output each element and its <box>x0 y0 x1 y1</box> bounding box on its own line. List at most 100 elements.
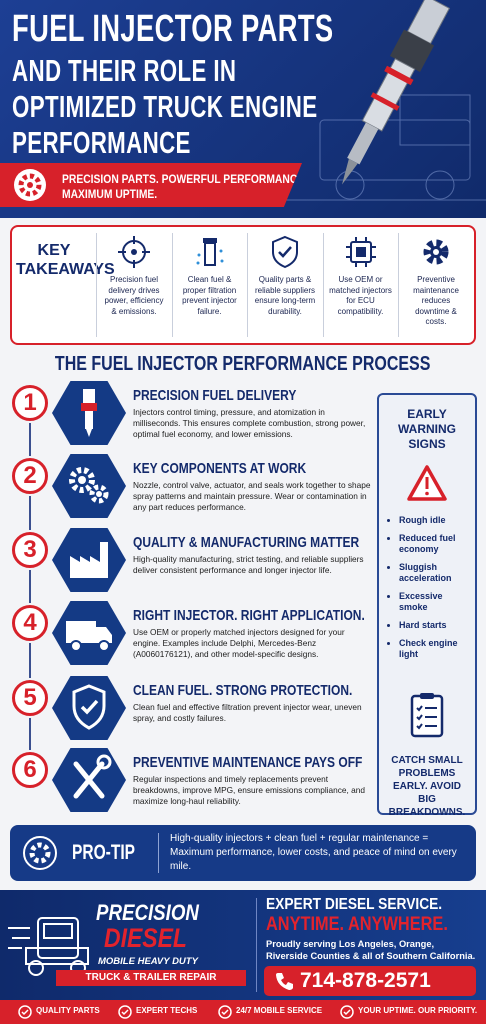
warning-sign: Hard starts <box>399 620 469 631</box>
bar-icon <box>118 1005 132 1024</box>
takeaway: Preventive maintenance reduces downtime … <box>398 233 473 337</box>
step-icon <box>52 748 126 812</box>
takeaway: Use OEM or matched injectors for ECU com… <box>322 233 398 337</box>
takeaway-text: Precision fuel delivery drives power, ef… <box>104 275 164 316</box>
footer: PRECISION DIESEL MOBILE HEAVY DUTY TRUCK… <box>0 890 486 1000</box>
step-icon <box>52 676 126 740</box>
step-heading: PRECISION FUEL DELIVERY <box>133 387 463 404</box>
tagline: PRECISION PARTS. POWERFUL PERFORMANCE. <box>62 172 308 186</box>
step-heading: CLEAN FUEL. STRONG PROTECTION. <box>133 682 463 699</box>
service-area: Proudly serving Los Angeles, Orange, Riv… <box>266 939 476 961</box>
step-number: 6 <box>12 752 48 788</box>
takeaway-icon <box>173 235 247 269</box>
takeaway: Clean fuel & proper filtration prevent i… <box>171 233 247 337</box>
footer-slogan: ANYTIME. ANYWHERE. <box>266 914 448 935</box>
title-line: OPTIMIZED TRUCK ENGINE <box>12 89 318 124</box>
step-heading-text: PRECISION FUEL DELIVERY <box>133 387 297 404</box>
takeaway-text: Use OEM or matched injectors for ECU com… <box>329 275 392 316</box>
step-heading: PREVENTIVE MAINTENANCE PAYS OFF <box>133 754 463 771</box>
bar-item: EXPERT TECHS <box>136 1006 198 1015</box>
step-text: High-quality manufacturing, strict testi… <box>133 554 364 575</box>
step-heading-text: RIGHT INJECTOR. RIGHT APPLICATION. <box>133 607 365 624</box>
step-heading: RIGHT INJECTOR. RIGHT APPLICATION. <box>133 607 463 624</box>
step-icon <box>52 528 126 592</box>
bottom-bar: QUALITY PARTS EXPERT TECHS 24/7 MOBILE SER… <box>0 1000 486 1024</box>
brand: PRECISION <box>96 900 199 925</box>
checklist-icon <box>410 693 444 738</box>
step-text: Clean fuel and effective filtration prev… <box>133 702 362 723</box>
takeaway-icon <box>324 235 398 269</box>
step-text: Regular inspections and timely replaceme… <box>133 774 365 806</box>
takeaway-text: Clean fuel & proper filtration prevent i… <box>182 275 237 316</box>
step-text: Injectors control timing, pressure, and … <box>133 407 366 439</box>
warning-icon <box>407 465 447 501</box>
bar-icon <box>18 1005 32 1024</box>
warning-sign: Reduced fuel economy <box>399 533 469 555</box>
phone-box: 714-878-2571 <box>264 966 476 996</box>
step-text: Use OEM or properly matched injectors de… <box>133 627 345 659</box>
bar-icon <box>340 1005 354 1024</box>
warning-sign: Excessive smoke <box>399 591 469 613</box>
pro-tip: PRO-TIP High-quality injectors + clean f… <box>10 825 476 881</box>
warning-closing: CATCH SMALL PROBLEMS EARLY. AVOID BIG BR… <box>388 755 466 818</box>
pro-tip-text: High-quality injectors + clean fuel + re… <box>170 833 457 872</box>
step-heading-text: QUALITY & MANUFACTURING MATTER <box>133 534 360 551</box>
brand-accent: DIESEL <box>104 923 187 953</box>
takeaways-title: KEY TAKEAWAYS <box>16 242 115 278</box>
bar-item: QUALITY PARTS <box>36 1006 100 1015</box>
title-line: AND THEIR ROLE IN <box>12 53 237 88</box>
phone-icon <box>276 973 293 990</box>
title-line: FUEL INJECTOR PARTS <box>12 8 334 50</box>
takeaway-icon <box>97 235 171 269</box>
process-title-text: THE FUEL INJECTOR PERFORMANCE PROCESS <box>55 353 431 375</box>
takeaway: Quality parts & reliable suppliers ensur… <box>247 233 322 337</box>
footer-headline: EXPERT DIESEL SERVICE. <box>266 896 443 913</box>
tagline: MAXIMUM UPTIME. <box>62 187 158 201</box>
step-heading: KEY COMPONENTS AT WORK <box>133 460 463 477</box>
step-number: 4 <box>12 605 48 641</box>
divider <box>158 833 159 873</box>
warning-panel: EARLY WARNING SIGNS Rough idle Reduced fu… <box>377 393 477 818</box>
takeaway: Precision fuel delivery drives power, ef… <box>96 233 171 337</box>
flow-arrow <box>29 643 31 678</box>
warning-sign: Sluggish acceleration <box>399 562 469 584</box>
step-heading: QUALITY & MANUFACTURING MATTER <box>133 534 463 551</box>
phone-number: 714-878-2571 <box>300 969 431 992</box>
takeaway-icon <box>248 235 322 269</box>
title-line: PERFORMANCE <box>12 125 191 160</box>
divider <box>256 898 257 992</box>
injector-art <box>280 0 486 201</box>
warning-list: Rough idle Reduced fuel economy Sluggish a… <box>379 515 475 660</box>
warning-title: EARLY WARNING SIGNS <box>398 407 456 451</box>
takeaway-icon <box>399 235 473 269</box>
takeaway-text: Preventive maintenance reduces downtime … <box>413 275 459 326</box>
flow-arrow <box>29 718 31 750</box>
step-heading-text: CLEAN FUEL. STRONG PROTECTION. <box>133 682 353 699</box>
flow-arrow <box>29 570 31 603</box>
step-icon <box>52 601 126 665</box>
step-text: Nozzle, control valve, actuator, and sea… <box>133 480 371 512</box>
pro-tip-label: PRO-TIP <box>72 841 136 864</box>
step-number: 5 <box>12 680 48 716</box>
bar-item: 24/7 MOBILE SERVICE <box>236 1006 323 1015</box>
step-number: 1 <box>12 385 48 421</box>
flow-arrow <box>29 496 31 530</box>
gear-icon <box>14 169 46 201</box>
bar-icon <box>218 1005 232 1024</box>
gear-icon <box>23 836 57 870</box>
step-heading-text: PREVENTIVE MAINTENANCE PAYS OFF <box>133 754 363 771</box>
tagline-banner: PRECISION PARTS. POWERFUL PERFORMANCE. M… <box>0 163 302 207</box>
step-number: 2 <box>12 458 48 494</box>
step-number: 3 <box>12 532 48 568</box>
step-heading-text: KEY COMPONENTS AT WORK <box>133 460 307 477</box>
step-icon <box>52 381 126 445</box>
warning-sign: Check engine light <box>399 638 469 660</box>
key-takeaways: KEY TAKEAWAYS Precision fuel delivery dr… <box>10 225 476 345</box>
bar-item: YOUR UPTIME. OUR PRIORITY. <box>358 1006 478 1015</box>
flow-arrow <box>29 423 31 456</box>
truck-logo <box>8 917 89 976</box>
header: FUEL INJECTOR PARTS AND THEIR ROLE IN OP… <box>0 0 486 218</box>
takeaway-text: Quality parts & reliable suppliers ensur… <box>254 275 316 316</box>
